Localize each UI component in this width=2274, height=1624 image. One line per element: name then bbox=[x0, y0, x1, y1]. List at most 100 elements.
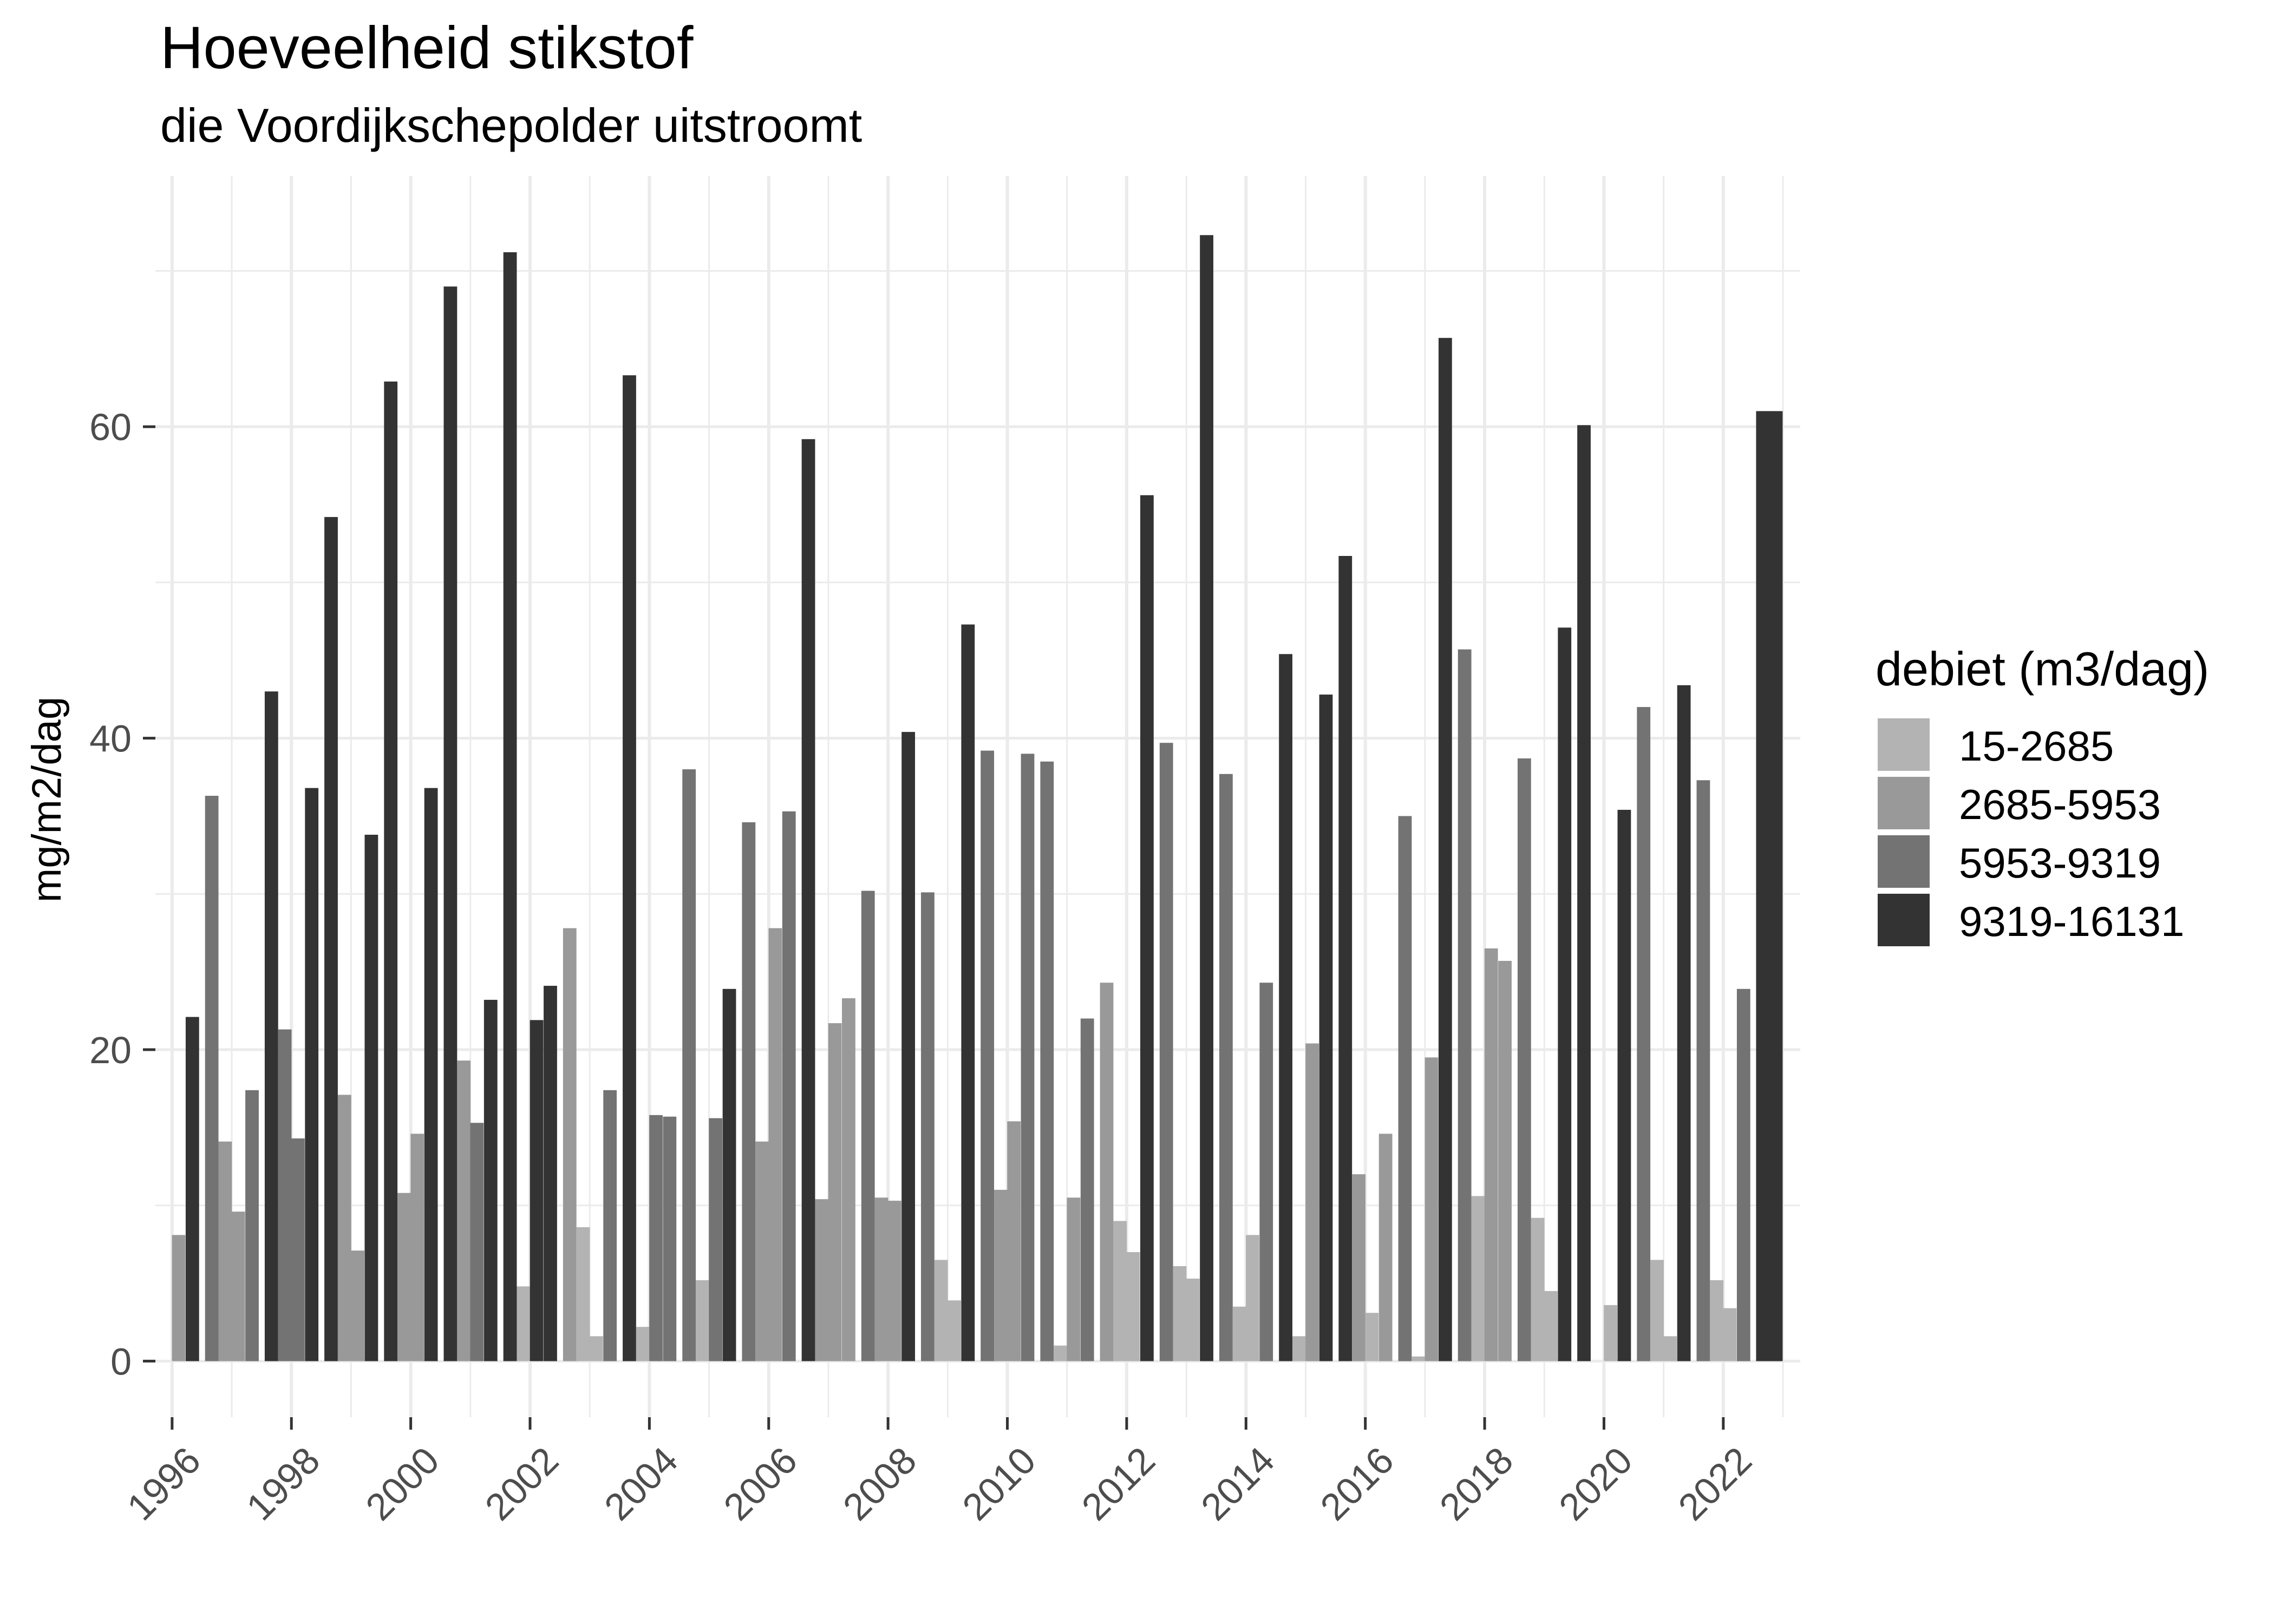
bar-2001-Q4 bbox=[517, 1286, 531, 1361]
bar-2005-Q1 bbox=[709, 1118, 723, 1361]
bar-2000-Q2 bbox=[424, 788, 438, 1361]
bar-2000-Q3 bbox=[443, 286, 458, 1361]
bar-2001-Q2 bbox=[483, 999, 498, 1361]
bar-1999-Q3 bbox=[384, 381, 398, 1361]
bar-2002-Q3 bbox=[563, 928, 577, 1361]
y-tick-label: 0 bbox=[110, 1340, 132, 1383]
bar-2008-Q2 bbox=[901, 732, 916, 1361]
x-tick-label: 2020 bbox=[1551, 1439, 1640, 1528]
bar-2000-Q4 bbox=[457, 1060, 471, 1361]
bar-1999-Q1 bbox=[351, 1250, 364, 1361]
bar-2005-Q4 bbox=[755, 1141, 769, 1361]
bar-2019-Q2 bbox=[1558, 627, 1572, 1361]
legend-key-label: 5953-9319 bbox=[1959, 839, 2161, 887]
legend-key-label: 15-2685 bbox=[1959, 722, 2114, 770]
bar-2013-Q2 bbox=[1200, 235, 1213, 1361]
bar-2018-Q2 bbox=[1498, 961, 1512, 1361]
bar-2007-Q2 bbox=[842, 998, 855, 1361]
legend-key-swatch bbox=[1878, 835, 1930, 888]
bar-2004-Q3 bbox=[682, 769, 696, 1361]
legend-key-swatch bbox=[1878, 777, 1930, 829]
x-tick-label: 2012 bbox=[1074, 1439, 1163, 1528]
bar-2017-Q4 bbox=[1471, 1196, 1485, 1361]
bar-2011-Q4 bbox=[1113, 1221, 1127, 1361]
y-axis-label: mg/m2/dag bbox=[24, 697, 70, 902]
x-tick-label: 1998 bbox=[238, 1439, 328, 1528]
y-tick-label: 60 bbox=[89, 406, 132, 448]
bar-2012-Q2 bbox=[1140, 495, 1154, 1361]
bar-2002-Q4 bbox=[576, 1227, 590, 1361]
bar-2008-Q1 bbox=[887, 1201, 901, 1361]
bar-2018-Q1 bbox=[1484, 948, 1498, 1361]
bar-2010-Q4 bbox=[1054, 1345, 1068, 1361]
bar-1996-Q4 bbox=[218, 1141, 232, 1361]
bar-2003-Q2 bbox=[603, 1090, 617, 1361]
bar-2004-Q2 bbox=[663, 1116, 677, 1361]
legend-key-swatch bbox=[1878, 718, 1930, 771]
x-tick-label: 2016 bbox=[1312, 1439, 1402, 1528]
bar-2016-Q4 bbox=[1412, 1356, 1426, 1361]
bar-2021-Q3 bbox=[1696, 780, 1710, 1361]
legend-title: debiet (m3/dag) bbox=[1876, 642, 2209, 696]
x-tick-label: 2018 bbox=[1432, 1439, 1521, 1528]
bar-2021-Q2 bbox=[1677, 685, 1691, 1361]
bar-1997-Q2 bbox=[245, 1090, 259, 1361]
chart-title: Hoeveelheid stikstof bbox=[160, 15, 694, 81]
bar-2016-Q1 bbox=[1365, 1313, 1379, 1361]
bar-2017-Q2 bbox=[1438, 338, 1452, 1361]
bar-2022-H2 bbox=[1756, 411, 1783, 1361]
bar-2000-Q1 bbox=[410, 1134, 424, 1361]
bar-2003-Q1 bbox=[589, 1336, 603, 1361]
y-tick-label: 40 bbox=[89, 718, 132, 760]
bar-2019-Q1 bbox=[1544, 1291, 1558, 1361]
bar-2015-Q1 bbox=[1305, 1043, 1319, 1361]
bar-2001-Q1 bbox=[470, 1123, 484, 1361]
bar-2009-Q4 bbox=[994, 1189, 1008, 1361]
bar-2022-Q1 bbox=[1723, 1308, 1737, 1361]
bar-1997-Q4 bbox=[278, 1029, 292, 1361]
bar-2012-Q4 bbox=[1173, 1266, 1187, 1361]
bar-2009-Q3 bbox=[981, 750, 995, 1361]
x-tick-label: 2022 bbox=[1670, 1439, 1760, 1528]
bar-2014-Q3 bbox=[1279, 654, 1292, 1361]
bar-2006-Q2 bbox=[782, 811, 796, 1361]
bar-1996-Q1 bbox=[172, 1235, 186, 1361]
bar-2010-Q1 bbox=[1007, 1121, 1021, 1361]
bar-2018-Q4 bbox=[1531, 1217, 1545, 1361]
bar-1999-Q4 bbox=[397, 1193, 411, 1361]
bar-1996-Q3 bbox=[205, 796, 219, 1361]
bar-2015-Q4 bbox=[1352, 1174, 1365, 1361]
y-tick-label: 20 bbox=[89, 1029, 132, 1071]
bar-2011-Q1 bbox=[1067, 1197, 1081, 1361]
bar-2015-Q2 bbox=[1319, 695, 1333, 1361]
bar-2012-Q3 bbox=[1159, 743, 1173, 1361]
bar-2019-Q3 bbox=[1577, 425, 1591, 1361]
bar-2014-Q1 bbox=[1246, 1235, 1259, 1361]
bar-1997-Q1 bbox=[231, 1212, 245, 1361]
bar-2010-Q3 bbox=[1040, 761, 1054, 1361]
x-tick-label: 1996 bbox=[119, 1439, 208, 1528]
bar-2009-Q1 bbox=[948, 1300, 961, 1361]
bar-2013-Q1 bbox=[1186, 1278, 1200, 1361]
bar-2011-Q2 bbox=[1080, 1018, 1094, 1361]
bar-2006-Q4 bbox=[815, 1199, 829, 1361]
bar-1999-Q2 bbox=[364, 834, 378, 1361]
bar-2011-Q3 bbox=[1100, 983, 1114, 1361]
bar-2008-Q3 bbox=[921, 892, 935, 1361]
bar-2020-Q3 bbox=[1637, 707, 1651, 1361]
x-tick-label: 2004 bbox=[596, 1439, 685, 1528]
bar-2003-Q4 bbox=[636, 1327, 650, 1361]
bar-2007-Q3 bbox=[861, 890, 875, 1361]
x-tick-label: 2000 bbox=[358, 1439, 447, 1528]
bar-2003-Q3 bbox=[623, 375, 636, 1361]
bar-2016-Q3 bbox=[1398, 816, 1412, 1361]
bar-2016-Q2 bbox=[1378, 1134, 1393, 1361]
bar-2005-Q3 bbox=[742, 822, 756, 1361]
legend-key-swatch bbox=[1878, 894, 1930, 946]
bar-2006-Q1 bbox=[768, 928, 782, 1361]
bar-1996-Q2 bbox=[185, 1017, 199, 1361]
bar-2014-Q4 bbox=[1292, 1336, 1306, 1361]
bar-2018-Q3 bbox=[1517, 758, 1531, 1361]
bar-2014-Q2 bbox=[1259, 983, 1273, 1361]
